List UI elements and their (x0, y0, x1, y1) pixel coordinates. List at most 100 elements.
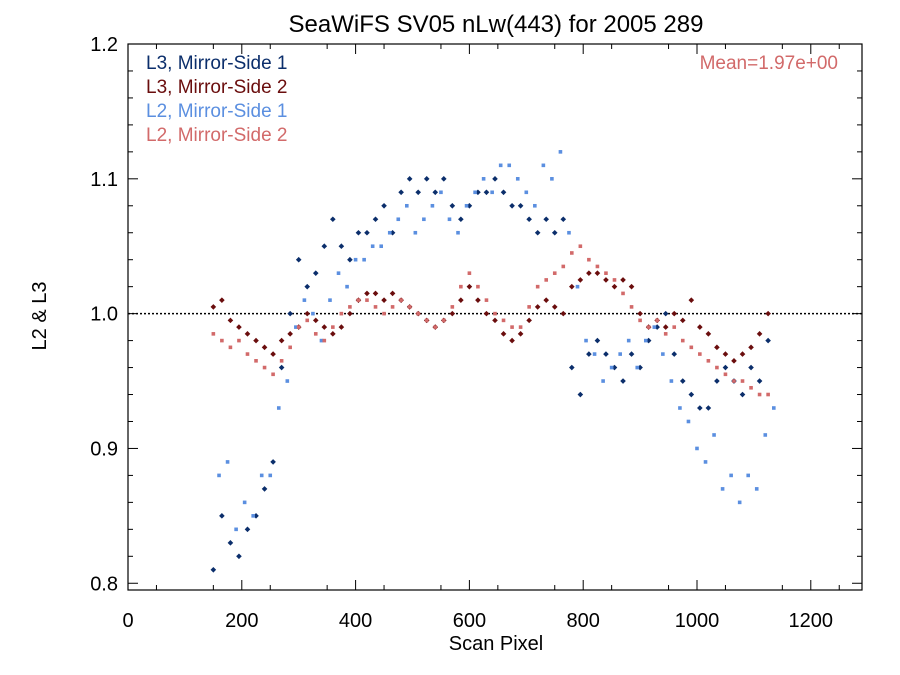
series-3-point-66 (772, 406, 776, 410)
series-1-point-15 (330, 216, 336, 223)
series-4-point-33 (484, 298, 489, 302)
series-3-point-19 (370, 244, 375, 249)
series-3-point-5 (251, 514, 255, 518)
legend-entry-3: L2, Mirror-Side 1 (146, 101, 288, 122)
series-3-point-65 (763, 433, 768, 437)
series-1-point-2 (219, 513, 225, 519)
series-4-point-17 (348, 305, 352, 309)
series-1-point-30 (458, 216, 464, 223)
x-tick-label-5: 800 (567, 610, 600, 632)
series-3-point-51 (643, 338, 648, 343)
series-1-point-32 (475, 189, 481, 196)
legend-entry-4: L2, Mirror-Side 2 (146, 125, 288, 146)
series-1-point-7 (261, 486, 268, 492)
series-3-point-1 (217, 473, 221, 478)
series-4-point-34 (493, 311, 497, 316)
series-1-point-51 (637, 364, 643, 371)
plot-area: 0 200 400 600 800 1000 1200 0.8 0.9 1.0 1.1 1.2 (90, 34, 863, 632)
series-3-point-16 (345, 284, 349, 289)
series-3-point-3 (234, 527, 238, 532)
series-2-point-12 (304, 310, 311, 317)
series-3-point-37 (524, 190, 529, 195)
series-4-point-12 (305, 318, 310, 323)
series-4-point-37 (518, 325, 523, 329)
series-1-point-33 (483, 189, 490, 196)
series-2-point-17 (347, 310, 353, 317)
series-1-point-39 (534, 229, 541, 236)
series-3-point-32 (481, 177, 486, 181)
series-1-point-58 (697, 405, 703, 411)
series-4-point-10 (288, 345, 292, 350)
series-1-point-43 (569, 364, 575, 371)
series-1-point-47 (603, 351, 609, 357)
series-4-point-50 (629, 305, 634, 309)
series-2-point-32 (475, 297, 481, 303)
series-1-point-45 (586, 351, 592, 357)
series-2-point-19 (364, 290, 370, 297)
series-1-point-54 (662, 310, 669, 317)
series-4-point-27 (433, 325, 438, 329)
series-3-point-15 (336, 271, 341, 275)
series-2-point-63 (739, 351, 746, 357)
series-1-point-63 (739, 391, 746, 398)
series-4-point-28 (441, 318, 446, 323)
series-2-point-16 (338, 324, 345, 330)
series-4-point-36 (510, 325, 514, 329)
series-4-point-44 (578, 244, 583, 249)
series-4-point-52 (646, 325, 651, 329)
series-4-point-24 (407, 305, 412, 309)
series-1-point-36 (509, 202, 515, 209)
series-3-point-12 (311, 311, 315, 316)
series-2-point-20 (372, 290, 379, 297)
series-3-point-13 (319, 338, 324, 343)
series-3-point-4 (242, 500, 247, 505)
series-3-point-17 (353, 257, 358, 262)
series-2-point-61 (722, 351, 729, 357)
series-2-point-22 (389, 290, 396, 297)
series-1-point-25 (415, 189, 421, 196)
series-2-point-15 (330, 331, 336, 337)
series-1-point-24 (406, 176, 413, 182)
series-4-point-32 (476, 284, 480, 289)
series-4-point-59 (706, 359, 711, 363)
mean-annotation: Mean=1.97e+00 (700, 53, 838, 74)
y-tick-label-2: 0.9 (90, 438, 118, 460)
series-1-point-29 (449, 202, 456, 209)
series-4-point-25 (416, 311, 420, 316)
series-1-point-55 (671, 351, 678, 357)
series-3-point-61 (729, 473, 733, 478)
series-4-point-42 (561, 264, 566, 269)
series-3-point-36 (515, 177, 520, 181)
series-2-point-2 (219, 297, 225, 303)
series-1-point-46 (594, 337, 601, 344)
series-3-point-60 (720, 487, 725, 491)
series-2-point-60 (714, 344, 720, 351)
series-3-point-30 (464, 203, 469, 208)
legend: L3, Mirror-Side 1 L3, Mirror-Side 2 L2, Mi… (146, 53, 288, 146)
series-3-point-34 (498, 163, 503, 168)
x-tick-label-1: 0 (122, 610, 133, 632)
series-3-point-24 (413, 230, 418, 235)
series-2-point-64 (748, 344, 754, 351)
series-4-point-53 (655, 318, 659, 323)
series-4-point-47 (604, 271, 608, 275)
series-4-point-26 (424, 318, 429, 323)
series-3-point-44 (584, 338, 588, 343)
series-2-point-1 (210, 304, 217, 310)
series-4-point-61 (723, 372, 728, 377)
y-tick-label-1: 0.8 (90, 573, 118, 595)
series-1-point-20 (372, 216, 379, 223)
series-1-point-27 (432, 189, 439, 196)
series-3-point-6 (259, 473, 264, 478)
series-3-point-46 (601, 379, 605, 383)
series-3-point-29 (456, 230, 460, 235)
series-2-point-37 (517, 331, 524, 337)
series-1-point-35 (500, 189, 507, 196)
series-2-point-39 (534, 304, 541, 310)
series-4-point-38 (527, 305, 531, 309)
series-2-point-38 (526, 317, 532, 324)
series-4-point-14 (322, 338, 327, 343)
series-4-point-29 (450, 305, 455, 309)
series-2-point-50 (628, 283, 635, 290)
